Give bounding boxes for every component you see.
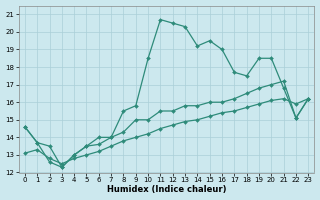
X-axis label: Humidex (Indice chaleur): Humidex (Indice chaleur) — [107, 185, 226, 194]
